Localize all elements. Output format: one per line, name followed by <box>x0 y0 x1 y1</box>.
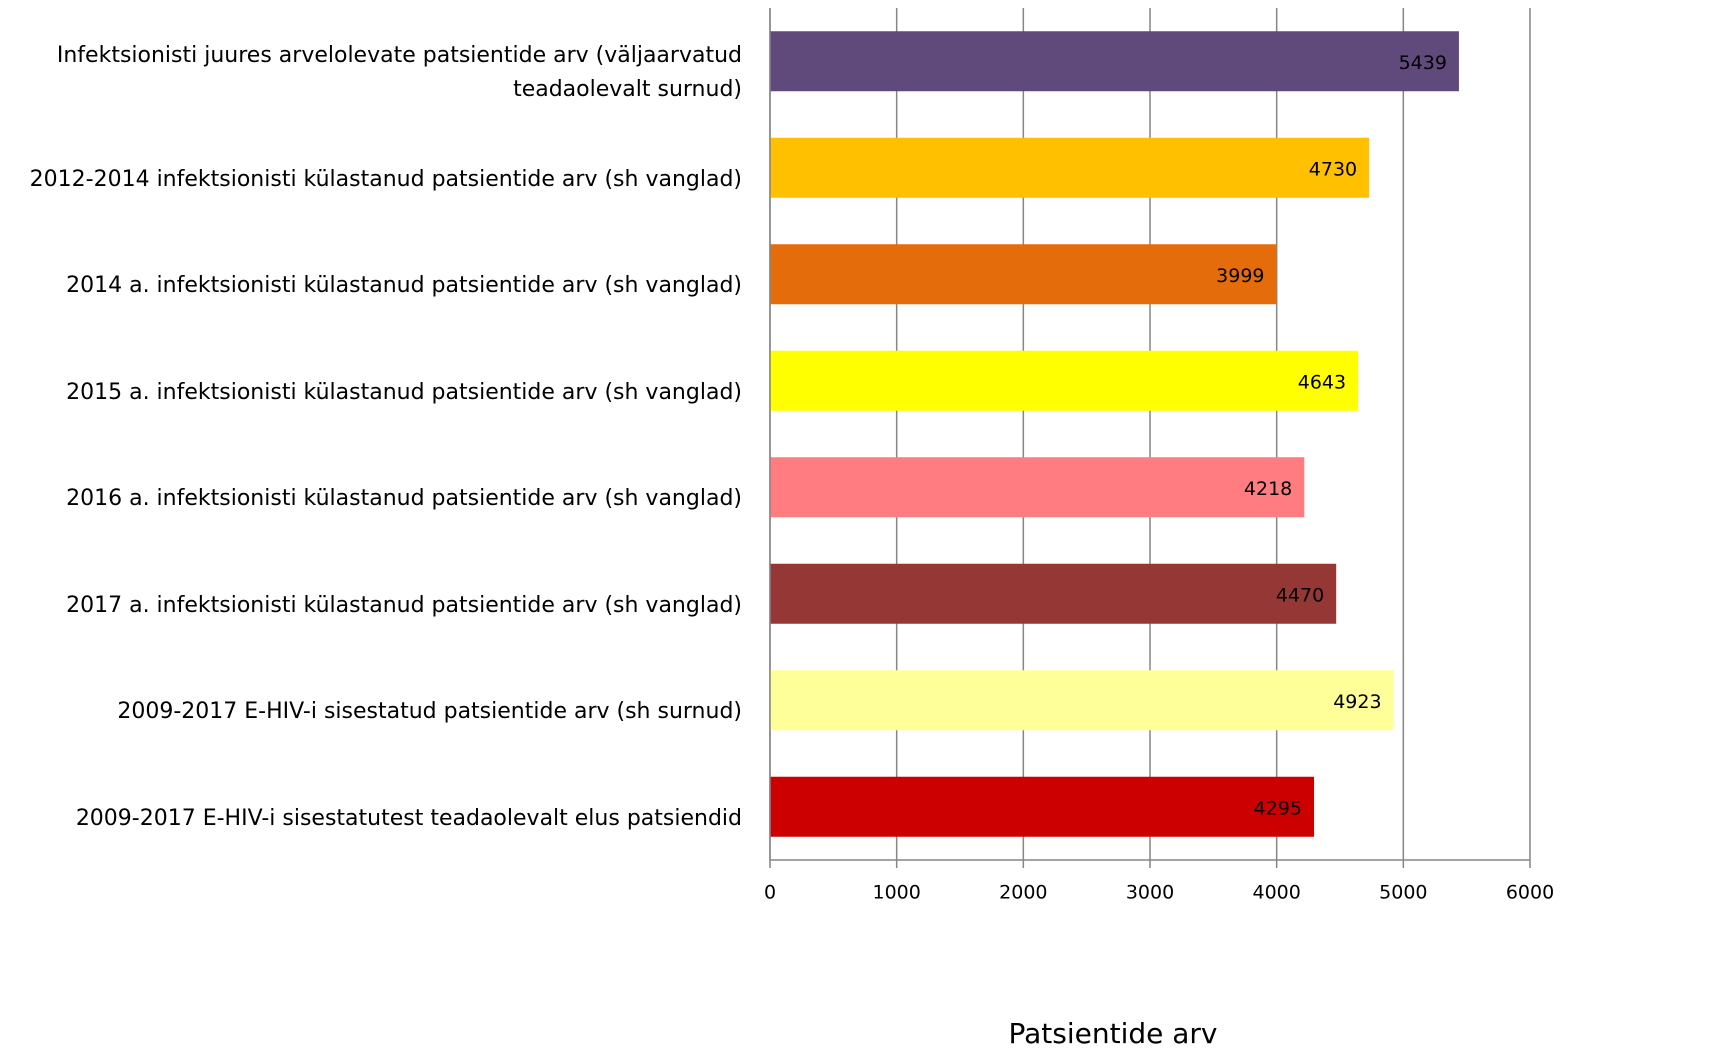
x-tick-label: 1000 <box>872 882 920 904</box>
y-tick-label: 2016 a. infektsionisti külastanud patsie… <box>66 486 742 512</box>
x-tick-label: 6000 <box>1506 882 1554 904</box>
value-label: 3999 <box>1216 265 1264 287</box>
bar <box>770 31 1459 92</box>
y-tick-label: 2017 a. infektsionisti külastanud patsie… <box>66 592 742 618</box>
bar <box>770 776 1315 837</box>
x-axis-title: Patsientide arv <box>1008 1017 1217 1050</box>
value-label: 4470 <box>1276 584 1324 606</box>
x-tick-label: 0 <box>764 882 776 904</box>
x-tick-label: 4000 <box>1252 882 1300 904</box>
x-tick-label: 5000 <box>1379 882 1427 904</box>
y-tick-label: 2014 a. infektsionisti külastanud patsie… <box>66 273 742 299</box>
value-label: 5439 <box>1399 52 1447 74</box>
y-tick-label: 2012-2014 infektsionisti külastanud pats… <box>29 166 742 192</box>
x-tick-label: 3000 <box>1126 882 1174 904</box>
value-label: 4295 <box>1254 797 1302 819</box>
value-label: 4643 <box>1298 371 1346 393</box>
y-tick-label: 2015 a. infektsionisti külastanud patsie… <box>66 379 742 405</box>
value-label: 4923 <box>1333 691 1381 713</box>
y-tick-label: Infektsionisti juures arvelolevate patsi… <box>56 43 742 103</box>
value-label: 4218 <box>1244 478 1292 500</box>
y-tick-label: 2009-2017 E-HIV-i sisestatud patsientide… <box>117 699 742 725</box>
x-tick-label: 2000 <box>999 882 1047 904</box>
y-tick-label: 2009-2017 E-HIV-i sisestatutest teadaole… <box>75 805 742 831</box>
value-label: 4730 <box>1309 158 1357 180</box>
bar <box>770 563 1337 624</box>
bar <box>770 350 1359 411</box>
bar <box>770 137 1370 198</box>
bar <box>770 457 1305 518</box>
bar <box>770 670 1394 731</box>
bar <box>770 244 1277 305</box>
